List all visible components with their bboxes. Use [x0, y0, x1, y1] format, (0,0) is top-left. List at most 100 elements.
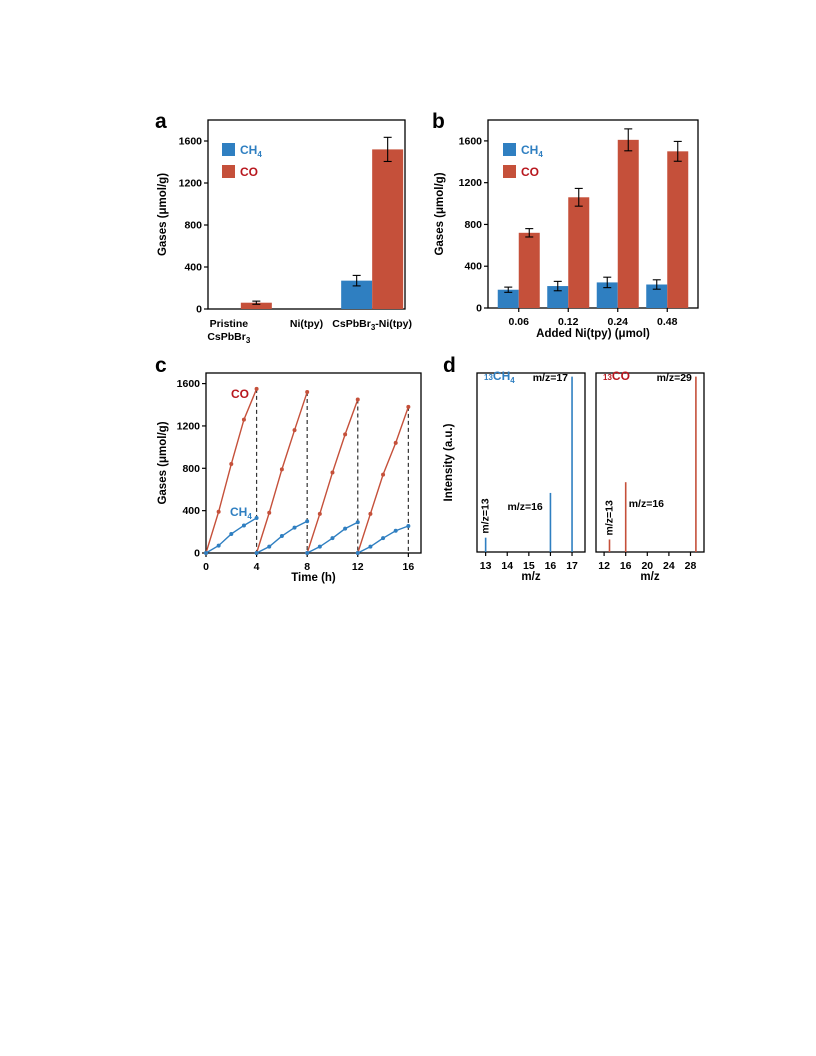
- panel-c-point-co: [343, 432, 348, 437]
- panel-c-point-co: [355, 397, 360, 402]
- panel-b-bar-co: [667, 151, 689, 308]
- panel-c-point-co: [216, 509, 221, 514]
- panel-a-xtick-label: Pristine: [210, 318, 249, 330]
- panel-c-point-ch4: [393, 528, 398, 533]
- panel-c-xtick-label: 12: [352, 561, 364, 573]
- panel-d-ch4-peak-label: m/z=16: [507, 501, 542, 513]
- panel-d-ch4-frame: [476, 372, 586, 553]
- panel-c-point-ch4: [317, 544, 322, 549]
- panel-b-xtick-label: 0.06: [509, 316, 530, 328]
- panel-c-label-ch4: CH4: [230, 505, 252, 521]
- panel-c-line-co: [357, 406, 410, 554]
- panel-d-co-xtick-label: 12: [598, 560, 610, 572]
- panel-c-ytick-label: 800: [182, 463, 200, 475]
- panel-c-point-ch4: [381, 536, 386, 541]
- panel-b-ytick-label: 800: [464, 219, 482, 231]
- panel-c-point-ch4: [279, 534, 284, 539]
- panel-c-point-ch4: [254, 551, 259, 555]
- panel-c-point-ch4: [368, 544, 373, 549]
- panel-c-line-co: [205, 388, 258, 554]
- panel-b: b 0 400 800 1200 1600 0.06 0.12 0.24 0.48 Added N…: [432, 110, 699, 340]
- panel-c-point-co: [254, 386, 259, 391]
- panel-d-ch4-peak-label: m/z=17: [533, 372, 568, 384]
- panel-c-point-co: [330, 470, 335, 475]
- panel-d-co-peak-label: m/z=16: [629, 498, 664, 510]
- panel-a-legend-label: CO: [240, 165, 258, 179]
- panel-d-ch4-xtick-label: 14: [501, 560, 513, 572]
- panel-b-bar-ch4: [596, 282, 618, 308]
- panel-c: c 0 400 800 1200 1600 0 4 8 12 16 CO CH4 Time (h) Gas…: [155, 354, 422, 584]
- panel-d-co-title: 13CO: [603, 369, 630, 383]
- panel-b-xtick-label: 0.24: [608, 316, 629, 328]
- panel-c-point-co: [229, 462, 234, 467]
- panel-a-bar-co: [240, 302, 272, 309]
- panel-c-point-co: [381, 472, 386, 477]
- panel-a-ytick-label: 0: [196, 304, 202, 316]
- panel-a-ytick-label: 1600: [179, 136, 203, 148]
- panel-b-bar-ch4: [497, 289, 519, 308]
- panel-c-xtick-label: 4: [254, 561, 260, 573]
- panel-d-co-xtick-label: 24: [663, 560, 675, 572]
- panel-c-xtick-label: 16: [403, 561, 415, 573]
- panel-d-co-xtick-label: 20: [641, 560, 653, 572]
- panel-b-ytick-label: 0: [476, 303, 482, 315]
- panel-c-point-ch4: [204, 551, 208, 555]
- panel-d-co-xtick-label: 16: [620, 560, 632, 572]
- panel-b-letter: b: [432, 110, 445, 133]
- panel-c-point-co: [317, 511, 322, 516]
- panel-a-letter: a: [155, 110, 167, 133]
- panel-c-point-co: [241, 417, 246, 422]
- panel-b-ytick-label: 1200: [459, 177, 483, 189]
- panel-a-frame: [207, 119, 406, 310]
- panel-a-xtick-label: CsPbBr3: [207, 331, 251, 345]
- panel-a-legend-label: CH4: [240, 143, 262, 159]
- panel-b-bar-ch4: [547, 286, 569, 308]
- panel-a-ylabel: Gases (μmol/g): [157, 173, 169, 256]
- panel-c-point-co: [292, 428, 297, 433]
- panel-d-co-xlabel: m/z: [640, 571, 659, 583]
- panel-b-xtick-label: 0.12: [558, 316, 579, 328]
- panel-c-letter: c: [155, 354, 167, 377]
- panel-d-ch4-xtick-label: 16: [545, 560, 557, 572]
- panel-a-ytick-label: 400: [184, 262, 202, 274]
- panel-d-co-peak-label: m/z=29: [657, 372, 692, 384]
- panel-d-ch4-xlabel: m/z: [521, 571, 540, 583]
- panel-c-point-co: [305, 390, 310, 395]
- panel-a-ytick-label: 800: [184, 220, 202, 232]
- panel-d-co-peak-label: m/z=13: [604, 500, 616, 535]
- panel-c-xlabel: Time (h): [291, 572, 336, 584]
- panel-c-label-co: CO: [231, 387, 249, 401]
- panel-b-ylabel: Gases (μmol/g): [434, 172, 446, 255]
- panel-c-ytick-label: 0: [194, 548, 200, 560]
- panel-d-ch4-peak-label: m/z=13: [480, 498, 492, 533]
- panel-c-point-ch4: [406, 524, 411, 528]
- panel-a-ytick-label: 1200: [179, 178, 203, 190]
- panel-c-point-ch4: [292, 525, 297, 530]
- panel-c-point-ch4: [305, 519, 310, 524]
- panel-b-ytick-label: 400: [464, 261, 482, 273]
- panel-c-ytick-label: 1600: [177, 378, 201, 390]
- panel-c-point-co: [393, 440, 398, 445]
- panel-c-xtick-label: 0: [203, 561, 209, 573]
- panel-c-line-co: [306, 399, 359, 554]
- panel-a-xtick-label: Ni(tpy): [290, 318, 323, 330]
- panel-d-co-frame: [595, 372, 705, 553]
- panel-d-ch4-xtick-label: 17: [566, 560, 578, 572]
- panel-a-legend-swatch: [222, 143, 235, 156]
- panel-b-legend-label: CH4: [521, 143, 543, 159]
- panel-c-point-co: [406, 404, 411, 409]
- panel-b-bar-co: [518, 232, 540, 308]
- panel-b-bar-ch4: [646, 284, 668, 308]
- panel-d-letter: d: [443, 354, 456, 377]
- panel-b-bar-co: [617, 139, 639, 308]
- panel-d: d 13 14 15 16 17 m/z=13 m/z=16 m/z=17 13CH4 m/z 12…: [443, 354, 705, 583]
- panel-c-xtick-label: 8: [304, 561, 310, 573]
- panel-b-legend-swatch: [503, 165, 516, 178]
- panel-c-point-ch4: [229, 531, 234, 536]
- panel-d-co-xtick-label: 28: [685, 560, 697, 572]
- panel-b-xtick-label: 0.48: [657, 316, 678, 328]
- panel-a-legend-swatch: [222, 165, 235, 178]
- panel-c-point-co: [279, 467, 284, 472]
